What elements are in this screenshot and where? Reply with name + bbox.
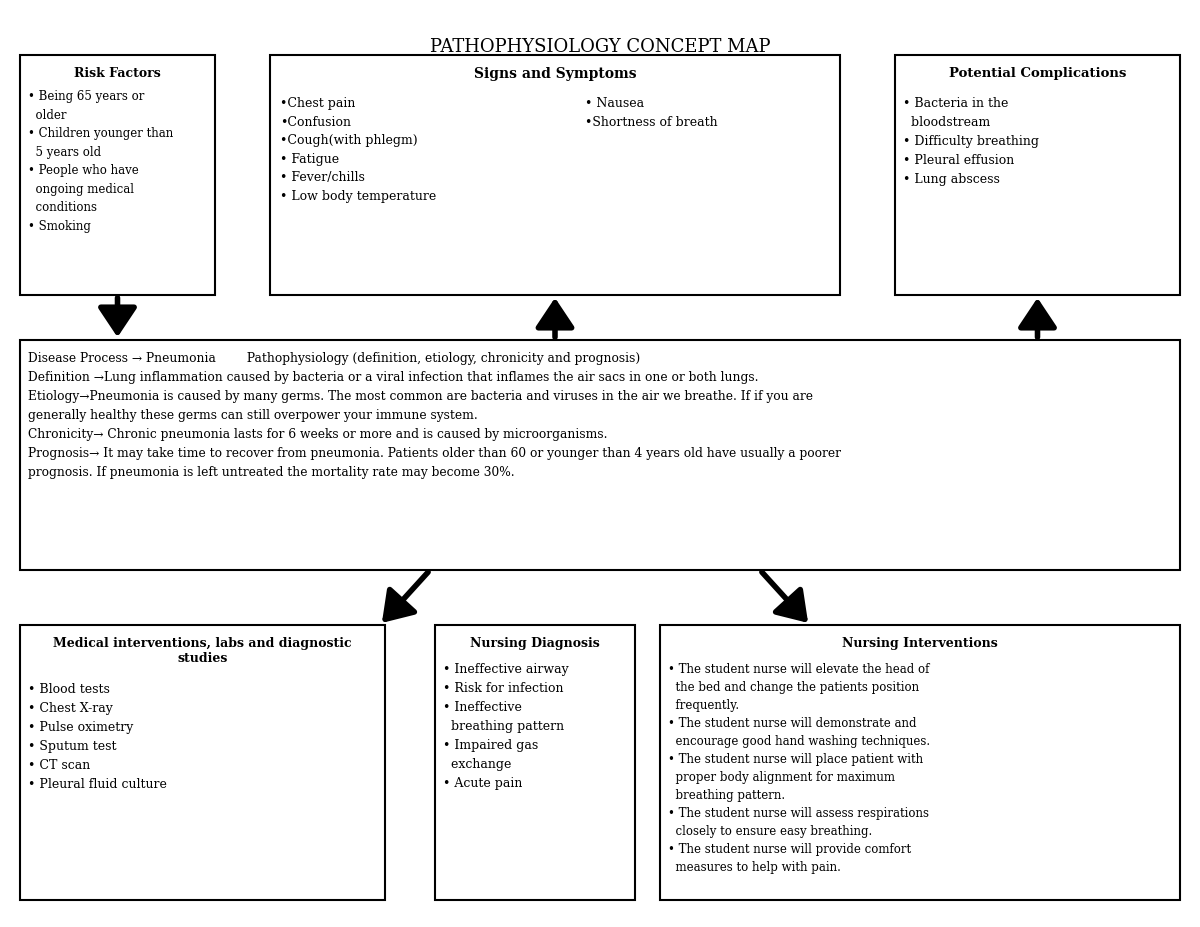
Text: Risk Factors: Risk Factors <box>74 67 161 80</box>
Text: • Ineffective airway
• Risk for infection
• Ineffective
  breathing pattern
• Im: • Ineffective airway • Risk for infectio… <box>443 663 569 790</box>
Text: Nursing Diagnosis: Nursing Diagnosis <box>470 637 600 650</box>
Bar <box>20 340 1180 570</box>
Bar <box>270 55 840 295</box>
Text: Signs and Symptoms: Signs and Symptoms <box>474 67 636 81</box>
Bar <box>895 55 1180 295</box>
Text: • Bacteria in the
  bloodstream
• Difficulty breathing
• Pleural effusion
• Lung: • Bacteria in the bloodstream • Difficul… <box>904 97 1039 186</box>
Text: Disease Process → Pneumonia        Pathophysiology (definition, etiology, chroni: Disease Process → Pneumonia Pathophysiol… <box>28 352 841 479</box>
Text: •Chest pain
•Confusion
•Cough(with phlegm)
• Fatigue
• Fever/chills
• Low body t: •Chest pain •Confusion •Cough(with phleg… <box>280 97 437 202</box>
Text: PATHOPHYSIOLOGY CONCEPT MAP: PATHOPHYSIOLOGY CONCEPT MAP <box>430 38 770 56</box>
Text: Nursing Interventions: Nursing Interventions <box>842 637 998 650</box>
Bar <box>20 55 215 295</box>
Text: • Blood tests
• Chest X-ray
• Pulse oximetry
• Sputum test
• CT scan
• Pleural f: • Blood tests • Chest X-ray • Pulse oxim… <box>28 683 167 791</box>
Bar <box>20 625 385 900</box>
Text: Medical interventions, labs and diagnostic
studies: Medical interventions, labs and diagnost… <box>53 637 352 665</box>
Text: Potential Complications: Potential Complications <box>949 67 1126 80</box>
Bar <box>660 625 1180 900</box>
Text: • The student nurse will elevate the head of
  the bed and change the patients p: • The student nurse will elevate the hea… <box>668 663 930 874</box>
Text: • Nausea
•Shortness of breath: • Nausea •Shortness of breath <box>586 97 718 129</box>
Bar <box>436 625 635 900</box>
Text: • Being 65 years or
  older
• Children younger than
  5 years old
• People who h: • Being 65 years or older • Children you… <box>28 90 173 233</box>
